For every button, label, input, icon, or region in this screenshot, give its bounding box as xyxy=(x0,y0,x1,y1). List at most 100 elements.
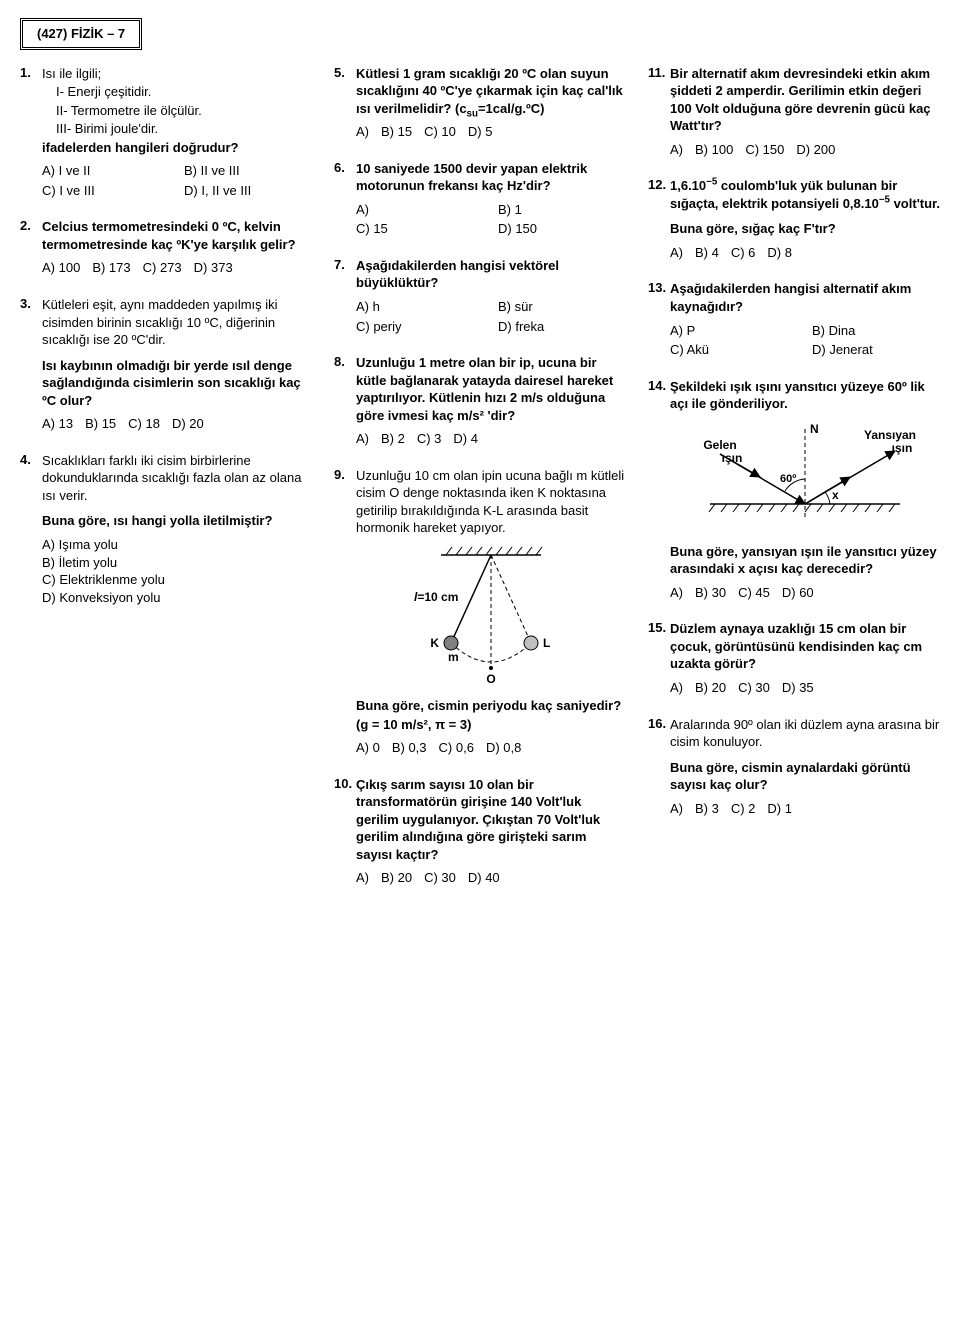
q12-opt-a: A) xyxy=(670,244,683,262)
q14-opt-d: D) 60 xyxy=(782,584,814,602)
q11-opt-a: A) xyxy=(670,141,683,159)
q3-stem1: Kütleleri eşit, aynı maddeden yapılmış i… xyxy=(42,296,312,349)
mirror-x: x xyxy=(832,488,839,502)
q-num: 14. xyxy=(648,377,670,602)
q-num: 13. xyxy=(648,279,670,358)
q-num: 2. xyxy=(20,217,42,277)
q13-opt-a: A) P xyxy=(670,322,786,340)
q3-opt-b: B) 15 xyxy=(85,415,116,433)
q6-stem: 10 saniyede 1500 devir yapan elektrik mo… xyxy=(356,160,626,195)
q-body: Çıkış sarım sayısı 10 olan bir transform… xyxy=(356,775,626,887)
q16-stem1: Aralarında 90º olan iki düzlem ayna aras… xyxy=(670,716,940,751)
question-6: 6. 10 saniyede 1500 devir yapan elektrik… xyxy=(334,159,626,238)
q-body: 10 saniyede 1500 devir yapan elektrik mo… xyxy=(356,159,626,238)
q6-opt-d: D) 150 xyxy=(498,220,614,238)
q8-opt-b: B) 2 xyxy=(381,430,405,448)
q4-stem2: Buna göre, ısı hangi yolla iletilmiştir? xyxy=(42,512,312,530)
q-num: 6. xyxy=(334,159,356,238)
q12-e1: −5 xyxy=(706,177,717,188)
q8-opt-c: C) 3 xyxy=(417,430,442,448)
pendulum-len: =10 cm xyxy=(417,590,458,604)
q9-opt-b: B) 0,3 xyxy=(392,739,427,757)
q-body: Kütlesi 1 gram sıcaklığı 20 ºC olan suyu… xyxy=(356,64,626,141)
question-14: 14. Şekildeki ışık ışını yansıtıcı yüzey… xyxy=(648,377,940,602)
course-header: (427) FİZİK – 7 xyxy=(20,18,142,50)
q12-c: volt'tur. xyxy=(890,196,940,211)
q-num: 16. xyxy=(648,715,670,818)
q4-opt-c: C) Elektriklenme yolu xyxy=(42,571,300,589)
q12-a: 1,6.10 xyxy=(670,178,706,193)
q13-opt-b: B) Dina xyxy=(812,322,928,340)
q-num: 4. xyxy=(20,451,42,606)
question-5: 5. Kütlesi 1 gram sıcaklığı 20 ºC olan s… xyxy=(334,64,626,141)
q14-opt-a: A) xyxy=(670,584,683,602)
q-body: Sıcaklıkları farklı iki cisim birbirleri… xyxy=(42,451,312,606)
q16-opt-c: C) 2 xyxy=(731,800,756,818)
q7-stem: Aşağıdakilerden hangisi vektörel büyüklü… xyxy=(356,257,626,292)
q5-sub: su xyxy=(467,108,478,119)
q-num: 8. xyxy=(334,353,356,448)
q1-i1: I- Enerji çeşitidir. xyxy=(42,83,312,101)
mirror-diagram: N Gelen ışın Yansıyan xyxy=(690,419,920,539)
q9-opt-a: A) 0 xyxy=(356,739,380,757)
question-12: 12. 1,6.10−5 coulomb'luk yük bulunan bir… xyxy=(648,176,940,261)
q15-opt-c: C) 30 xyxy=(738,679,770,697)
question-10: 10. Çıkış sarım sayısı 10 olan bir trans… xyxy=(334,775,626,887)
q6-opt-a: A) xyxy=(356,201,472,219)
mirror-yans: Yansıyan xyxy=(864,428,916,442)
mirror-n: N xyxy=(810,422,819,436)
q12-stem2: Buna göre, sığaç kaç F'tır? xyxy=(670,220,940,238)
q-body: Uzunluğu 1 metre olan bir ip, ucuna bir … xyxy=(356,353,626,448)
question-7: 7. Aşağıdakilerden hangisi vektörel büyü… xyxy=(334,256,626,335)
q14-opt-c: C) 45 xyxy=(738,584,770,602)
q11-opt-b: B) 100 xyxy=(695,141,733,159)
question-3: 3. Kütleleri eşit, aynı maddeden yapılmı… xyxy=(20,295,312,433)
q12-opt-b: B) 4 xyxy=(695,244,719,262)
q2-opt-a: A) 100 xyxy=(42,259,80,277)
q-num: 11. xyxy=(648,64,670,159)
q-num: 7. xyxy=(334,256,356,335)
q3-opt-a: A) 13 xyxy=(42,415,73,433)
question-13: 13. Aşağıdakilerden hangisi alternatif a… xyxy=(648,279,940,358)
q9-opt-d: D) 0,8 xyxy=(486,739,521,757)
q7-opt-d: D) freka xyxy=(498,318,614,336)
q-num: 3. xyxy=(20,295,42,433)
q14-stem: Şekildeki ışık ışını yansıtıcı yüzeye 60… xyxy=(670,378,940,413)
q-num: 5. xyxy=(334,64,356,141)
question-8: 8. Uzunluğu 1 metre olan bir ip, ucuna b… xyxy=(334,353,626,448)
q11-opt-d: D) 200 xyxy=(796,141,835,159)
q5-opt-b: B) 15 xyxy=(381,123,412,141)
q1-opt-c: C) I ve III xyxy=(42,182,158,200)
question-4: 4. Sıcaklıkları farklı iki cisim birbirl… xyxy=(20,451,312,606)
q2-opt-d: D) 373 xyxy=(194,259,233,277)
q-body: Şekildeki ışık ışını yansıtıcı yüzeye 60… xyxy=(670,377,940,602)
q6-opt-c: C) 15 xyxy=(356,220,472,238)
q9-stem2a: Buna göre, cismin periyodu kaç saniyedir… xyxy=(356,697,626,715)
q14-stem2: Buna göre, yansıyan ışın ile yansıtıcı y… xyxy=(670,543,940,578)
q16-stem2: Buna göre, cismin aynalardaki görüntü sa… xyxy=(670,759,940,794)
q4-opt-d: D) Konveksiyon yolu xyxy=(42,589,300,607)
q5-stem-b: =1cal/g.ºC) xyxy=(478,101,545,116)
q4-stem1: Sıcaklıkları farklı iki cisim birbirleri… xyxy=(42,452,312,505)
q-body: Kütleleri eşit, aynı maddeden yapılmış i… xyxy=(42,295,312,433)
q5-opt-d: D) 5 xyxy=(468,123,493,141)
question-2: 2. Celcius termometresindeki 0 ºC, kelvi… xyxy=(20,217,312,277)
q11-stem: Bir alternatif akım devresindeki etkin a… xyxy=(670,65,940,135)
q10-opt-d: D) 40 xyxy=(468,869,500,887)
q7-opt-a: A) h xyxy=(356,298,472,316)
q12-e2: −5 xyxy=(879,195,890,206)
question-11: 11. Bir alternatif akım devresindeki etk… xyxy=(648,64,940,159)
q12-opt-c: C) 6 xyxy=(731,244,756,262)
q3-opt-c: C) 18 xyxy=(128,415,160,433)
q16-opt-a: A) xyxy=(670,800,683,818)
pendulum-l: L xyxy=(543,636,550,650)
q8-opt-a: A) xyxy=(356,430,369,448)
q8-opt-d: D) 4 xyxy=(453,430,478,448)
q-body: Uzunluğu 10 cm olan ipin ucuna bağlı m k… xyxy=(356,466,626,757)
q15-opt-b: B) 20 xyxy=(695,679,726,697)
q12-stem: 1,6.10−5 coulomb'luk yük bulunan bir sığ… xyxy=(670,177,940,212)
q-body: Bir alternatif akım devresindeki etkin a… xyxy=(670,64,940,159)
mirror-angle: 60º xyxy=(780,473,796,485)
q-body: Düzlem aynaya uzaklığı 15 cm olan bir ço… xyxy=(670,619,940,696)
col-3: 11. Bir alternatif akım devresindeki etk… xyxy=(648,64,940,905)
